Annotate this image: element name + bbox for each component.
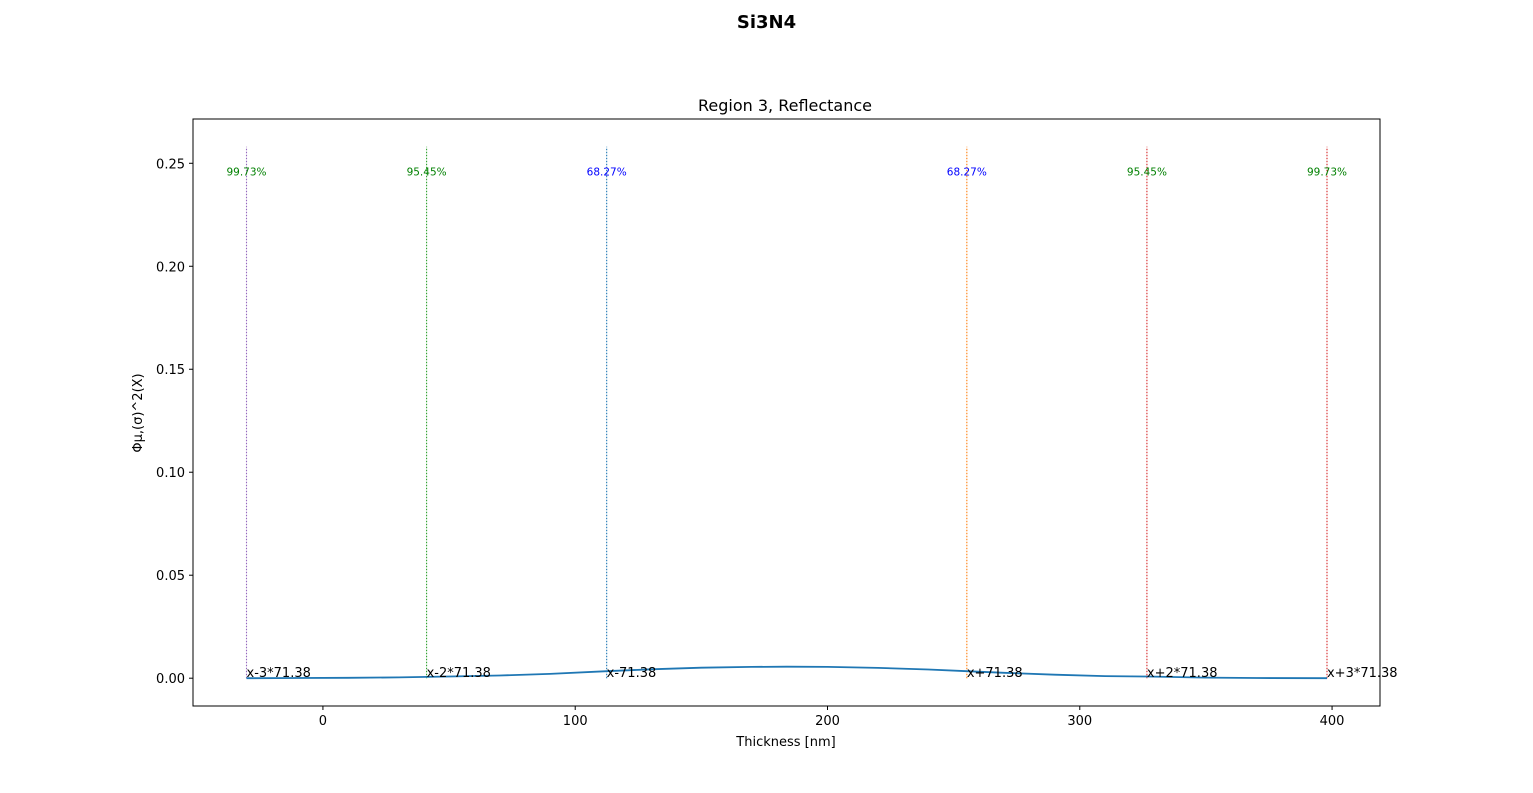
x-axis-label: Thickness [nm] xyxy=(735,735,835,750)
percentile-label: 99.73% xyxy=(226,167,266,179)
x-tick-label: 300 xyxy=(1067,714,1092,729)
percentile-label: 68.27% xyxy=(947,167,987,179)
percentile-label: 95.45% xyxy=(1127,167,1167,179)
axes-frame xyxy=(192,118,1381,707)
y-tick-label: 0.05 xyxy=(156,569,185,584)
sigma-label: x+3*71.38 xyxy=(1327,666,1398,681)
x-tick-label: 0 xyxy=(319,714,327,729)
y-tick-label: 0.00 xyxy=(156,672,185,687)
percentile-label: 68.27% xyxy=(587,167,627,179)
figure-title: Si3N4 xyxy=(736,12,797,33)
sigma-label: x-3*71.38 xyxy=(247,666,311,681)
y-tick-label: 0.20 xyxy=(156,260,185,275)
percentile-label: 99.73% xyxy=(1307,167,1347,179)
y-tick-label: 0.15 xyxy=(156,363,185,378)
distribution-curve xyxy=(246,665,1328,680)
sigma-label: x-71.38 xyxy=(607,666,657,681)
plot-title: Region 3, Reflectance xyxy=(698,96,872,115)
sigma-label: x+2*71.38 xyxy=(1147,666,1218,681)
y-tick-label: 0.10 xyxy=(156,466,185,481)
x-tick-label: 200 xyxy=(815,714,840,729)
sigma-label: x+71.38 xyxy=(967,666,1023,681)
percentile-label: 95.45% xyxy=(407,167,447,179)
x-tick-label: 400 xyxy=(1320,714,1345,729)
x-tick-label: 100 xyxy=(563,714,588,729)
y-axis-label: Φμ,(σ)^2(X) xyxy=(131,373,146,452)
y-tick-label: 0.25 xyxy=(156,157,185,172)
sigma-label: x-2*71.38 xyxy=(427,666,491,681)
